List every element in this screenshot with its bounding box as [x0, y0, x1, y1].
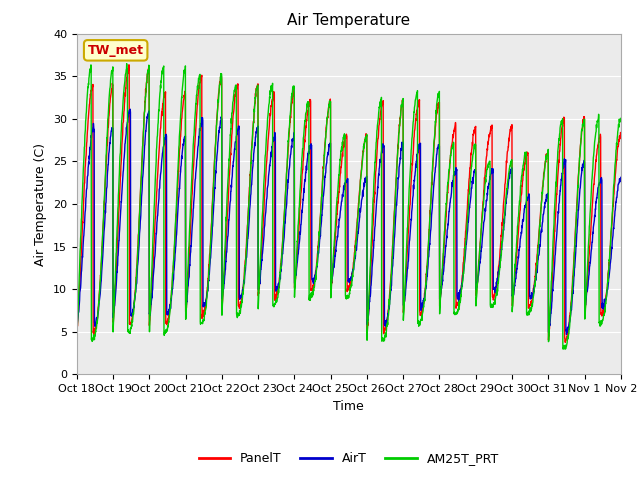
AM25T_PRT	[225, 164, 232, 169]
AM25T_PRT	[376, 103, 384, 108]
AM25T_PRT	[507, 160, 515, 166]
Legend: PanelT, AirT, AM25T_PRT: PanelT, AirT, AM25T_PRT	[194, 447, 504, 470]
PanelT	[561, 339, 569, 345]
PanelT	[376, 109, 384, 115]
Y-axis label: Air Temperature (C): Air Temperature (C)	[35, 143, 47, 265]
AirT	[365, 311, 372, 317]
AM25T_PRT	[584, 245, 592, 251]
AirT	[563, 332, 570, 337]
Line: AirT: AirT	[77, 109, 621, 335]
AirT	[126, 107, 134, 112]
AirT	[73, 321, 81, 327]
PanelT	[570, 269, 577, 275]
Title: Air Temperature: Air Temperature	[287, 13, 410, 28]
AM25T_PRT	[365, 303, 372, 309]
PanelT	[73, 328, 81, 334]
AM25T_PRT	[559, 346, 566, 352]
AM25T_PRT	[570, 272, 577, 278]
X-axis label: Time: Time	[333, 400, 364, 413]
AirT	[376, 157, 384, 163]
PanelT	[225, 185, 232, 191]
AirT	[225, 217, 232, 223]
AM25T_PRT	[617, 116, 625, 121]
AM25T_PRT	[123, 61, 131, 67]
AirT	[507, 169, 515, 175]
AirT	[617, 175, 625, 180]
PanelT	[617, 132, 625, 137]
PanelT	[584, 266, 592, 272]
Line: PanelT: PanelT	[77, 65, 621, 342]
PanelT	[507, 127, 515, 132]
PanelT	[125, 62, 132, 68]
PanelT	[365, 310, 372, 315]
AirT	[570, 285, 577, 290]
Text: TW_met: TW_met	[88, 44, 144, 57]
AM25T_PRT	[73, 338, 81, 344]
AirT	[584, 277, 592, 283]
Line: AM25T_PRT: AM25T_PRT	[77, 64, 621, 349]
